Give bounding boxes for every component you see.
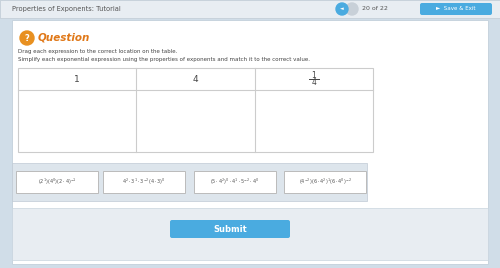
Text: 1: 1	[74, 75, 80, 84]
Text: 1: 1	[312, 71, 316, 80]
FancyBboxPatch shape	[284, 171, 366, 193]
Text: $(2^1)(4^0)(2\cdot4)^{-1}$: $(2^1)(4^0)(2\cdot4)^{-1}$	[38, 177, 76, 187]
FancyBboxPatch shape	[12, 163, 367, 201]
Text: $(4^{-2})(6\cdot4^2)^1(6\cdot4^0)^{-2}$: $(4^{-2})(6\cdot4^2)^1(6\cdot4^0)^{-2}$	[298, 177, 352, 187]
FancyBboxPatch shape	[103, 171, 185, 193]
FancyBboxPatch shape	[420, 3, 492, 15]
Text: ?: ?	[24, 34, 29, 43]
Text: Simplify each exponential expression using the properties of exponents and match: Simplify each exponential expression usi…	[18, 58, 310, 62]
FancyBboxPatch shape	[194, 171, 276, 193]
Text: Submit: Submit	[213, 225, 247, 233]
FancyBboxPatch shape	[0, 0, 500, 18]
Circle shape	[20, 31, 34, 45]
Text: 20 of 22: 20 of 22	[362, 6, 388, 12]
Text: ►  Save & Exit: ► Save & Exit	[436, 6, 476, 12]
FancyBboxPatch shape	[12, 208, 488, 260]
Circle shape	[346, 3, 358, 15]
FancyBboxPatch shape	[16, 171, 98, 193]
Text: Properties of Exponents: Tutorial: Properties of Exponents: Tutorial	[12, 6, 121, 12]
Circle shape	[336, 3, 348, 15]
Text: $4^2\cdot3^1\cdot3^{-2}(4\cdot3)^0$: $4^2\cdot3^1\cdot3^{-2}(4\cdot3)^0$	[122, 177, 166, 187]
Text: 4: 4	[192, 75, 198, 84]
Text: 4: 4	[312, 78, 316, 87]
Text: Drag each expression to the correct location on the table.: Drag each expression to the correct loca…	[18, 50, 178, 54]
Text: ◄: ◄	[340, 6, 344, 12]
Text: Question: Question	[38, 33, 90, 43]
FancyBboxPatch shape	[18, 68, 373, 152]
Text: $(5\cdot4^2)^0\cdot4^1\cdot5^{-2}\cdot4^0$: $(5\cdot4^2)^0\cdot4^1\cdot5^{-2}\cdot4^…	[210, 177, 260, 187]
FancyBboxPatch shape	[170, 220, 290, 238]
FancyBboxPatch shape	[12, 20, 488, 264]
